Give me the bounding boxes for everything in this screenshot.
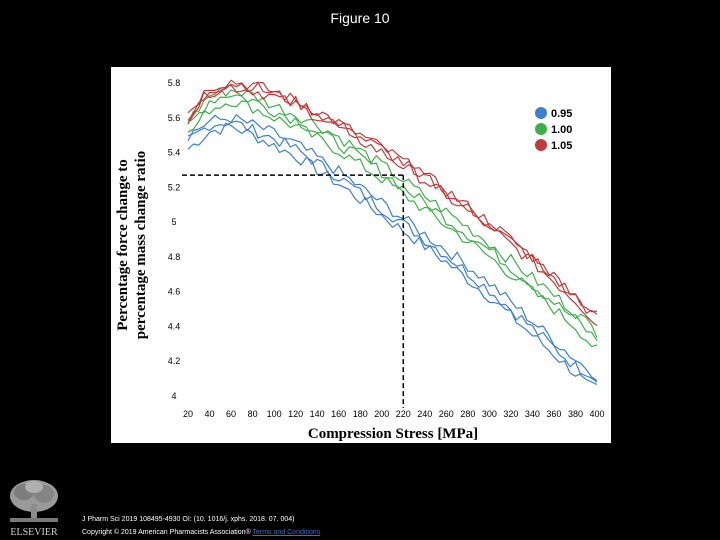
y-tick-label: 5.2 (168, 182, 181, 192)
legend-label: 1.05 (551, 140, 572, 152)
x-tick-label: 400 (589, 409, 604, 419)
terms-and-conditions-link[interactable]: Terms and Conditions (252, 529, 321, 536)
y-tick-label: 4.8 (168, 252, 181, 262)
x-tick-label: 40 (205, 409, 215, 419)
citation-block: J Pharm Sci 2019 108495-4930 OI: (10. 10… (82, 513, 320, 539)
x-tick-label: 240 (417, 409, 432, 419)
x-tick-label: 180 (353, 409, 368, 419)
legend-marker-1-00 (535, 123, 547, 135)
x-tick-label: 380 (568, 409, 583, 419)
reference-lines (182, 174, 405, 408)
series-line-1-05-rep-2 (187, 79, 598, 313)
x-tick-label: 80 (248, 409, 258, 419)
legend-label: 1.00 (551, 124, 572, 136)
x-tick-label: 60 (226, 409, 236, 419)
series-line-1-05-rep-3 (187, 82, 598, 315)
series-line-0-95-rep-2 (187, 120, 598, 386)
x-tick-label: 360 (546, 409, 561, 419)
x-tick-label: 20 (183, 409, 193, 419)
legend: 0.95 1.00 1.05 (535, 107, 572, 152)
series-line-1-00-rep-1 (187, 100, 598, 348)
y-tick-label: 5 (171, 217, 176, 227)
x-tick-label: 100 (267, 409, 282, 419)
x-tick-label: 220 (396, 409, 411, 419)
legend-label: 0.95 (551, 108, 572, 120)
y-tick-labels: 4 4.2 4.4 4.6 4.8 5 5.2 5.4 5.6 5.8 (168, 78, 181, 401)
series-line-1-00-rep-2 (187, 94, 598, 342)
series-line-0-95-rep-3 (187, 114, 598, 382)
y-tick-label: 5.8 (168, 78, 181, 88)
tree-icon (10, 480, 58, 522)
figure-panel: 4 4.2 4.4 4.6 4.8 5 5.2 5.4 5.6 5.8 20 40 60 80 100 12… (111, 67, 611, 443)
y-tick-label: 5.4 (168, 148, 181, 158)
x-tick-label: 260 (439, 409, 454, 419)
journal-citation: J Pharm Sci 2019 108495-4930 OI: (10. 10… (82, 516, 295, 523)
y-axis-label-line-2: percentage mass change ratio (133, 151, 149, 339)
elsevier-logo: ELSEVIER (10, 480, 58, 538)
x-tick-label: 120 (288, 409, 303, 419)
y-tick-label: 4 (171, 391, 176, 401)
x-tick-label: 140 (310, 409, 325, 419)
x-tick-label: 340 (525, 409, 540, 419)
x-tick-label: 160 (331, 409, 346, 419)
slide-title: Figure 10 (330, 10, 390, 26)
legend-marker-0-95 (535, 107, 547, 119)
x-tick-label: 320 (503, 409, 518, 419)
chart: 4 4.2 4.4 4.6 4.8 5 5.2 5.4 5.6 5.8 20 40 60 80 100 12… (115, 78, 605, 442)
x-tick-label: 280 (460, 409, 475, 419)
copyright-text: Copyright © 2019 American Pharmacists As… (82, 529, 253, 536)
copyright-line: Copyright © 2019 American Pharmacists As… (82, 526, 320, 539)
elsevier-wordmark: ELSEVIER (10, 527, 58, 538)
y-axis-label-line-1: Percentage force change to (115, 159, 131, 330)
y-axis-label: Percentage force change to percentage ma… (115, 151, 149, 339)
series-line-1-00-rep-3 (187, 87, 598, 338)
x-tick-label: 200 (374, 409, 389, 419)
y-tick-label: 4.4 (168, 321, 181, 331)
y-tick-label: 5.6 (168, 113, 181, 123)
plot-lines (187, 79, 598, 386)
series-line-0-95-rep-1 (187, 122, 598, 383)
y-tick-label: 4.6 (168, 287, 181, 297)
x-tick-label: 300 (482, 409, 497, 419)
y-tick-label: 4.2 (168, 356, 181, 366)
legend-marker-1-05 (535, 139, 547, 151)
x-axis-label: Compression Stress [MPa] (308, 426, 478, 442)
x-tick-labels: 20 40 60 80 100 120 140 160 180 200 220 240 260 280 30… (183, 409, 605, 419)
